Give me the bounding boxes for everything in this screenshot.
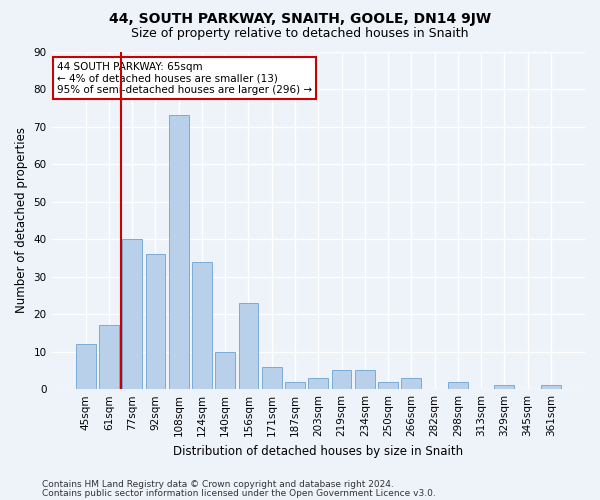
Text: Contains public sector information licensed under the Open Government Licence v3: Contains public sector information licen…: [42, 490, 436, 498]
Bar: [122, 239, 142, 389]
Bar: [332, 370, 352, 389]
X-axis label: Distribution of detached houses by size in Snaith: Distribution of detached houses by size …: [173, 444, 463, 458]
Bar: [401, 378, 421, 389]
Bar: [169, 116, 188, 389]
Bar: [494, 386, 514, 389]
Text: 44 SOUTH PARKWAY: 65sqm
← 4% of detached houses are smaller (13)
95% of semi-det: 44 SOUTH PARKWAY: 65sqm ← 4% of detached…: [57, 62, 312, 95]
Bar: [239, 303, 259, 389]
Text: 44, SOUTH PARKWAY, SNAITH, GOOLE, DN14 9JW: 44, SOUTH PARKWAY, SNAITH, GOOLE, DN14 9…: [109, 12, 491, 26]
Text: Size of property relative to detached houses in Snaith: Size of property relative to detached ho…: [131, 28, 469, 40]
Bar: [262, 366, 281, 389]
Y-axis label: Number of detached properties: Number of detached properties: [15, 128, 28, 314]
Bar: [99, 326, 119, 389]
Bar: [355, 370, 374, 389]
Bar: [308, 378, 328, 389]
Bar: [448, 382, 468, 389]
Bar: [541, 386, 561, 389]
Bar: [285, 382, 305, 389]
Bar: [215, 352, 235, 389]
Bar: [76, 344, 95, 389]
Text: Contains HM Land Registry data © Crown copyright and database right 2024.: Contains HM Land Registry data © Crown c…: [42, 480, 394, 489]
Bar: [192, 262, 212, 389]
Bar: [378, 382, 398, 389]
Bar: [146, 254, 166, 389]
